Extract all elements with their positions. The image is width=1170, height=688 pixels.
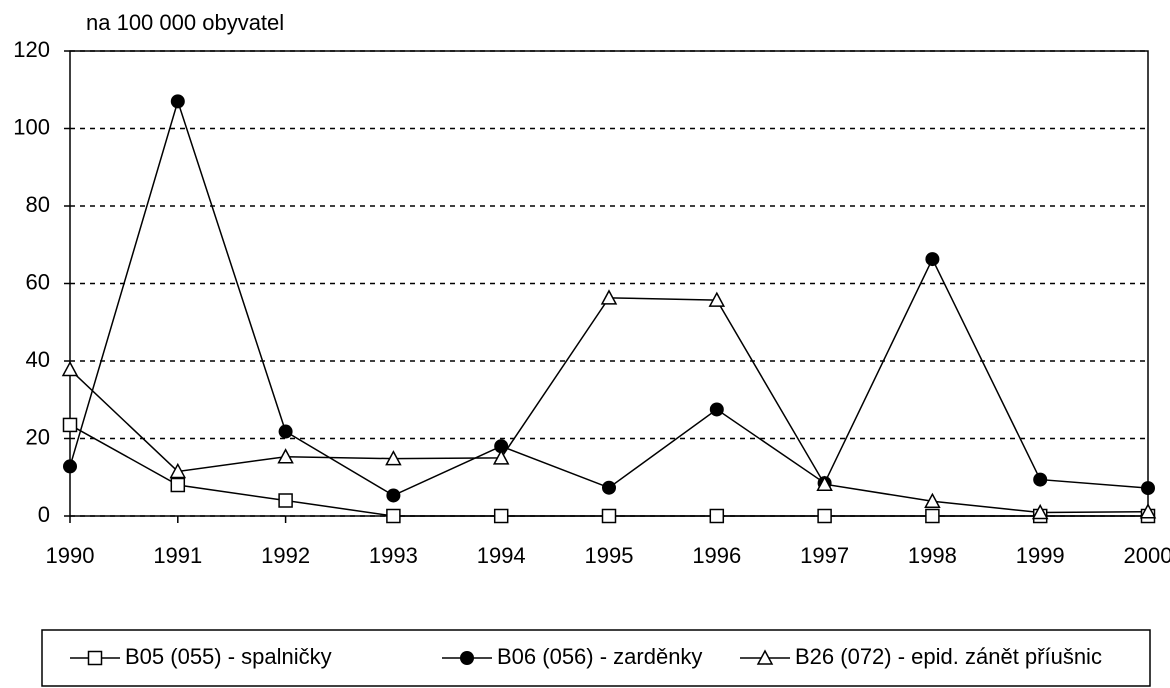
data-point [924,492,941,509]
y-tick-label: 60 [26,269,50,294]
y-tick-label: 40 [26,347,50,372]
data-point [386,508,401,524]
y-tick-label: 120 [13,37,50,62]
data-point [385,450,402,466]
x-tick-label: 1997 [800,543,849,568]
legend-label: B26 (072) - epid. zánět příušnic [795,644,1102,669]
data-point [169,462,187,479]
x-tick-label: 1995 [585,543,634,568]
legend-box [41,629,1151,687]
series-line [69,297,1149,514]
data-point [278,424,293,439]
legend-marker [460,651,474,665]
data-point [1139,503,1157,519]
legend-marker [87,650,103,666]
data-point [709,508,725,524]
legend-label: B05 (055) - spalničky [125,644,332,669]
data-point [61,360,79,377]
legend-label: B06 (056) - zarděnky [497,644,702,669]
x-tick-label: 1991 [153,543,202,568]
x-tick-label: 1994 [477,543,526,568]
data-point [278,493,293,508]
x-tick-label: 1998 [908,543,957,568]
legend-marker [756,649,774,665]
data-point [602,480,616,495]
data-point [494,439,509,454]
x-tick-label: 1990 [46,543,95,568]
data-point [62,417,78,433]
x-tick-label: 2000 [1124,543,1170,568]
data-point [601,508,617,524]
data-point [708,291,726,307]
data-point [493,508,509,524]
data-point [925,252,940,267]
data-point [816,475,833,491]
data-point [709,402,724,417]
data-point [492,449,510,465]
x-tick-label: 1996 [692,543,741,568]
data-point [386,488,401,503]
data-point [63,459,77,474]
x-tick-label: 1999 [1016,543,1065,568]
data-point [1141,481,1155,496]
data-point [817,508,832,524]
x-tick-label: 1992 [261,543,310,568]
y-tick-label: 20 [26,424,50,449]
y-tick-label: 80 [26,192,50,217]
data-point [277,448,294,464]
y-tick-label: 0 [38,502,50,527]
data-point [1033,472,1048,487]
y-tick-label: 100 [13,114,50,139]
data-point [600,289,618,305]
data-point [170,477,186,493]
data-point [1031,503,1049,520]
y-axis-label: na 100 000 obyvatel [86,10,284,35]
data-point [170,94,185,109]
data-point [925,508,940,524]
x-tick-label: 1993 [369,543,418,568]
